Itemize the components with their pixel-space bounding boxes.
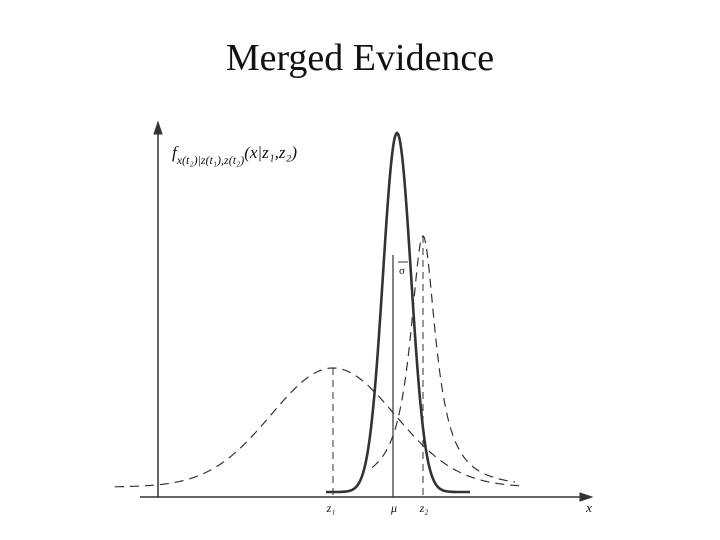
sigma-label: σ [399,265,405,277]
x-arrow [579,492,594,502]
y-label-sub: x(t₂)|z(t₁),z(t₂) [176,153,244,167]
x-label: x [585,500,592,515]
y-arrow [153,120,163,135]
y-label-args: (x|z₁,z₂) [244,143,297,162]
z2-label: z₂ [419,501,429,515]
merged-curve [326,131,470,494]
slide-title: Merged Evidence [226,37,494,79]
y-label-f: f [172,143,179,162]
mu-label: μ [390,501,397,515]
narrow-curve [371,235,516,483]
figure [114,120,594,502]
z1-label: z₁ [326,501,336,515]
y-label: fx(t₂)|z(t₁),z(t₂)(x|z₁,z₂) [172,143,297,167]
wide-curve [114,367,520,488]
